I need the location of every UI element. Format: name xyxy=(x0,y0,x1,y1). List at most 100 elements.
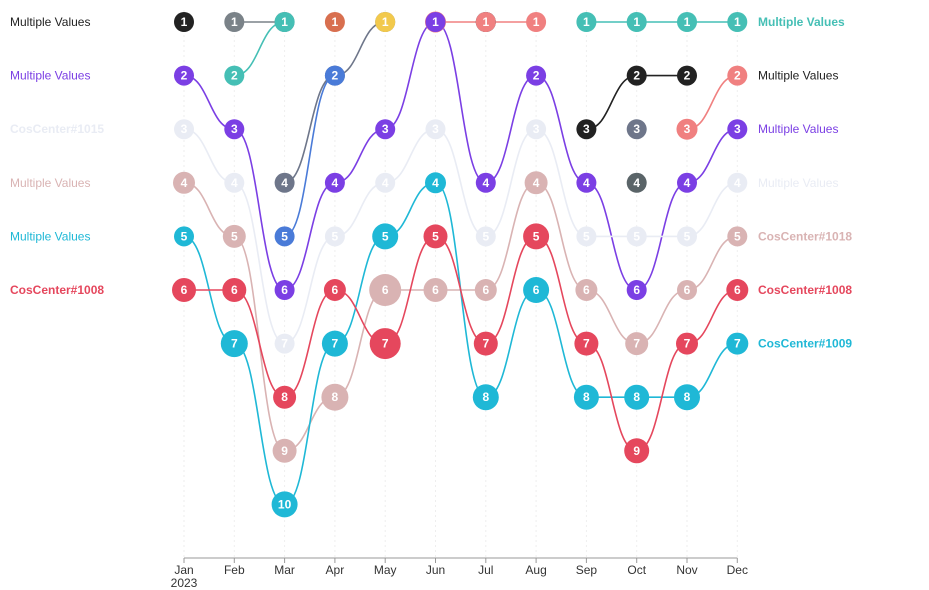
bubble-label-coscenter-1009-aug: 6 xyxy=(533,283,540,297)
x-axis: Jan Feb Mar Apr May Jun Jul Aug Sep Oct Nov Dec xyxy=(174,557,748,577)
x-axis-year-label: 2023 xyxy=(171,576,198,590)
bubble-label-darkgray-oct: 4 xyxy=(633,176,640,190)
bubble-coscenter-1015-dec xyxy=(727,172,748,193)
bubble-purple-dec xyxy=(727,119,748,140)
left-label-rank-3: CosCenter#1015 xyxy=(10,122,104,136)
bubble-label-coscenter-1008-feb: 6 xyxy=(231,283,238,297)
right-rank-labels: Multiple Values Multiple Values Multiple V… xyxy=(758,15,852,351)
bubble-label-salmon-dec: 2 xyxy=(734,69,741,83)
bubble-coscenter-1018-jul xyxy=(474,279,497,301)
bubble-blue-mar xyxy=(274,226,295,247)
bubble-coscenter-1018-jun xyxy=(423,278,448,302)
bubble-yellow-may xyxy=(375,12,396,32)
bubble-label-teal-nov: 1 xyxy=(684,15,691,29)
bubble-teal-nov xyxy=(677,12,697,32)
tick-label-apr: Apr xyxy=(326,563,345,577)
bubble-label-purple-nov: 4 xyxy=(684,176,691,190)
bubble-coscenter-1009-jun xyxy=(425,172,446,194)
bubble-coscenter-1018-apr xyxy=(321,383,349,411)
right-label-rank-5: CosCenter#1018 xyxy=(758,229,852,243)
bubble-purple-feb xyxy=(224,119,245,140)
bubble-coscenter-1008-jun xyxy=(423,224,448,249)
bubble-coscenter-1018-nov xyxy=(677,280,697,300)
bubble-teal-sep xyxy=(576,12,597,32)
rank-bubbles: 1132211211111421131111132522364314246434… xyxy=(172,11,749,518)
series-line-blue-0 xyxy=(284,74,336,238)
bubble-coscenter-1015-nov xyxy=(677,226,697,247)
left-label-rank-4: Multiple Values xyxy=(10,176,90,190)
series-line-coscenter-1009-0 xyxy=(183,181,738,506)
bubble-label-teal-oct: 1 xyxy=(633,15,640,29)
bubble-coscenter-1008-may xyxy=(369,328,401,360)
bubble-coscenter-1015-apr xyxy=(324,226,345,247)
bubble-label-coscenter-1015-jun: 3 xyxy=(432,122,439,136)
bubble-label-purple-apr: 4 xyxy=(332,176,339,190)
bubble-gray-feb xyxy=(224,12,245,32)
bubble-label-coscenter-1009-mar: 10 xyxy=(278,497,292,511)
bubble-coscenter-1018-jan xyxy=(173,171,195,194)
series-line-purple-0 xyxy=(183,21,738,291)
bubble-label-purple-feb: 3 xyxy=(231,122,238,136)
bubble-coscenter-1015-jun xyxy=(425,119,446,140)
bubble-coscenter-1008-apr xyxy=(323,279,346,301)
bubble-purple-oct xyxy=(626,280,647,300)
tick-label-jul: Jul xyxy=(478,563,493,577)
bubble-coscenter-1015-sep xyxy=(576,226,597,247)
bubble-coscenter-1009-jul xyxy=(472,384,499,411)
bubble-label-purple-jul: 4 xyxy=(482,176,489,190)
bubble-coscenter-1008-mar xyxy=(273,385,297,409)
bubble-coscenter-1008-sep xyxy=(574,331,599,356)
bubble-coscenter-1009-nov xyxy=(674,384,700,411)
bubble-label-coscenter-1018-jan: 4 xyxy=(181,176,188,190)
left-rank-labels: Multiple Values Multiple Values CosCenter#… xyxy=(10,15,104,297)
bubble-label-coscenter-1009-feb: 7 xyxy=(231,337,238,351)
bubble-teal-mar xyxy=(274,12,295,32)
bubble-label-purple-aug: 2 xyxy=(533,69,540,83)
left-label-rank-6: CosCenter#1008 xyxy=(10,283,104,297)
bubble-coscenter-1009-may xyxy=(372,223,399,250)
bubble-label-yellow-may: 1 xyxy=(382,15,389,29)
bubble-coscenter-1008-nov xyxy=(676,332,698,355)
bubble-label-coscenter-1018-jun: 6 xyxy=(432,283,439,297)
bubble-purple-mar xyxy=(274,280,295,300)
right-label-rank-6: CosCenter#1008 xyxy=(758,283,852,297)
bubble-coscenter-1015-feb xyxy=(224,172,245,193)
bubble-orange-apr xyxy=(324,12,345,32)
bubble-label-coscenter-1015-oct: 5 xyxy=(633,229,640,243)
bubble-label-coscenter-1008-mar: 8 xyxy=(281,390,288,404)
right-label-rank-3: Multiple Values xyxy=(758,122,838,136)
bubble-coscenter-1009-apr xyxy=(321,330,348,357)
bubble-coscenter-1018-may xyxy=(369,274,402,306)
bubble-label-coscenter-1009-jun: 4 xyxy=(432,176,439,190)
bubble-coscenter-1008-jul xyxy=(473,331,498,356)
series-line-coscenter-1008-0 xyxy=(184,235,738,452)
bubble-label-slate-oct: 3 xyxy=(633,122,640,136)
tick-label-dec: Dec xyxy=(727,563,748,577)
bubble-label-purple-oct: 6 xyxy=(633,283,640,297)
bubble-label-coscenter-1018-sep: 6 xyxy=(583,283,590,297)
bubble-label-teal-mar: 1 xyxy=(281,15,288,29)
bubble-label-coscenter-1009-sep: 8 xyxy=(583,390,590,404)
bubble-coscenter-1015-jul xyxy=(475,226,496,247)
tick-label-may: May xyxy=(374,563,397,577)
bubble-label-coscenter-1008-jun: 5 xyxy=(432,229,439,243)
bubble-label-coscenter-1018-aug: 4 xyxy=(533,176,540,190)
bubble-coscenter-1018-aug xyxy=(524,171,548,195)
bubble-coscenter-1009-jan xyxy=(174,226,194,247)
bubble-label-purple-dec: 3 xyxy=(734,122,741,136)
bubble-coscenter-1008-oct xyxy=(624,438,650,464)
bubble-black-sep xyxy=(576,119,597,140)
bubble-label-orange-apr: 1 xyxy=(332,15,339,29)
bubble-salmon-jul xyxy=(475,12,496,32)
bubble-label-black-sep: 3 xyxy=(583,122,590,136)
tick-label-jan: Jan xyxy=(174,563,193,577)
bubble-label-salmon-aug: 1 xyxy=(533,15,540,29)
bubble-label-purple-may: 3 xyxy=(382,122,389,136)
right-label-rank-4: Multiple Values xyxy=(758,176,838,190)
bubble-coscenter-1015-oct xyxy=(626,226,647,247)
bubble-label-coscenter-1018-apr: 8 xyxy=(332,390,339,404)
right-label-rank-2: Multiple Values xyxy=(758,69,838,83)
bubble-label-purple-jun: 1 xyxy=(432,15,439,29)
bubble-label-salmon-jul: 1 xyxy=(482,15,489,29)
